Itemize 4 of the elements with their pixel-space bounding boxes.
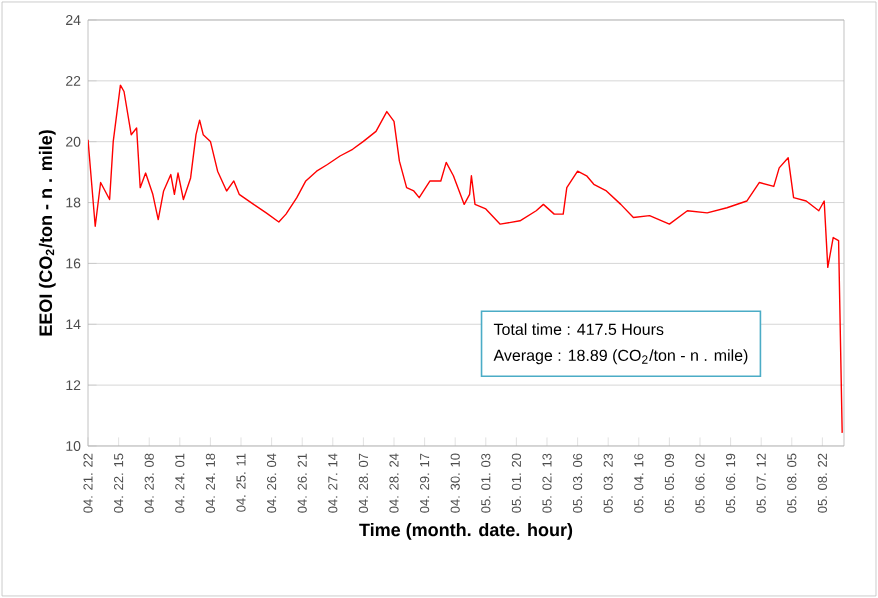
annotation: Total time : 417.5 Hours [493,323,664,336]
annotation: Average : 18.89 (CO$_{2}$/ton - n . mile) [493,349,748,365]
y-axis-title: EEOI (CO$_{2}$/ton - n . mile) [38,130,56,336]
x-axis-title: Time (month. date. hour) [359,523,573,540]
